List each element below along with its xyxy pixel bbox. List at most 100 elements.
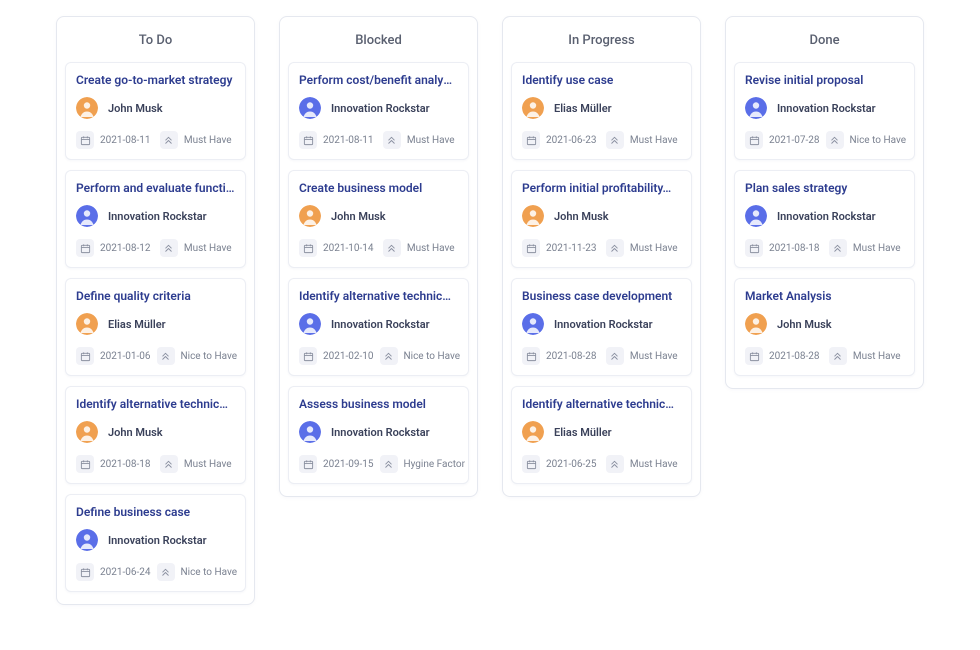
cards-container: Revise initial proposal Innovation Rocks… xyxy=(734,62,915,376)
assignee-name: Innovation Rockstar xyxy=(554,318,653,331)
kanban-card[interactable]: Market Analysis John Musk 2021-08-28 Mus… xyxy=(734,278,915,376)
kanban-card[interactable]: Business case development Innovation Roc… xyxy=(511,278,692,376)
avatar xyxy=(522,313,544,335)
assignee-name: John Musk xyxy=(108,426,163,439)
assignee-name: John Musk xyxy=(331,210,386,223)
card-priority: Must Have xyxy=(853,351,901,362)
kanban-card[interactable]: Identify alternative technic… John Musk … xyxy=(65,386,246,484)
assignee-row: John Musk xyxy=(76,421,235,443)
assignee-name: Innovation Rockstar xyxy=(108,210,207,223)
card-priority: Must Have xyxy=(853,243,901,254)
card-date: 2021-08-11 xyxy=(323,135,374,146)
assignee-row: Innovation Rockstar xyxy=(299,313,458,335)
avatar xyxy=(76,421,98,443)
avatar xyxy=(299,421,321,443)
kanban-card[interactable]: Plan sales strategy Innovation Rockstar … xyxy=(734,170,915,268)
calendar-icon xyxy=(522,455,540,473)
assignee-row: Elias Müller xyxy=(76,313,235,335)
cards-container: Create go-to-market strategy John Musk 2… xyxy=(65,62,246,592)
calendar-icon xyxy=(76,455,94,473)
assignee-name: Innovation Rockstar xyxy=(331,318,430,331)
calendar-icon xyxy=(76,347,94,365)
kanban-card[interactable]: Identify alternative technic… Elias Müll… xyxy=(511,386,692,484)
column-title: To Do xyxy=(65,27,246,62)
card-date: 2021-07-28 xyxy=(769,135,820,146)
priority-icon xyxy=(160,455,178,473)
assignee-name: Innovation Rockstar xyxy=(108,534,207,547)
card-title: Identify alternative technic… xyxy=(76,397,235,411)
card-date: 2021-01-06 xyxy=(100,351,151,362)
priority-icon xyxy=(383,131,401,149)
kanban-card[interactable]: Identify alternative technic… Innovation… xyxy=(288,278,469,376)
priority-icon xyxy=(383,239,401,257)
kanban-column: In ProgressIdentify use case Elias Mülle… xyxy=(502,16,701,497)
assignee-name: Innovation Rockstar xyxy=(777,102,876,115)
assignee-row: John Musk xyxy=(522,205,681,227)
card-priority: Must Have xyxy=(184,243,232,254)
avatar xyxy=(522,421,544,443)
assignee-row: Innovation Rockstar xyxy=(522,313,681,335)
kanban-card[interactable]: Assess business model Innovation Rocksta… xyxy=(288,386,469,484)
assignee-row: Innovation Rockstar xyxy=(76,529,235,551)
calendar-icon xyxy=(76,239,94,257)
assignee-name: Innovation Rockstar xyxy=(331,102,430,115)
cards-container: Perform cost/benefit analysis Innovation… xyxy=(288,62,469,484)
card-meta: 2021-02-10 Nice to Have xyxy=(299,347,458,365)
card-meta: 2021-06-24 Nice to Have xyxy=(76,563,235,581)
kanban-card[interactable]: Perform and evaluate functi… Innovation … xyxy=(65,170,246,268)
kanban-card[interactable]: Perform cost/benefit analysis Innovation… xyxy=(288,62,469,160)
card-priority: Nice to Have xyxy=(404,351,461,362)
card-title: Define business case xyxy=(76,505,235,519)
kanban-card[interactable]: Create business model John Musk 2021-10-… xyxy=(288,170,469,268)
calendar-icon xyxy=(299,455,317,473)
kanban-card[interactable]: Perform initial profitability… John Musk… xyxy=(511,170,692,268)
card-title: Identify use case xyxy=(522,73,681,87)
card-meta: 2021-08-18 Must Have xyxy=(76,455,235,473)
avatar xyxy=(299,313,321,335)
card-date: 2021-08-12 xyxy=(100,243,151,254)
calendar-icon xyxy=(299,131,317,149)
avatar xyxy=(299,97,321,119)
calendar-icon xyxy=(745,347,763,365)
kanban-card[interactable]: Create go-to-market strategy John Musk 2… xyxy=(65,62,246,160)
assignee-row: Innovation Rockstar xyxy=(76,205,235,227)
kanban-card[interactable]: Revise initial proposal Innovation Rocks… xyxy=(734,62,915,160)
card-priority: Nice to Have xyxy=(850,135,907,146)
avatar xyxy=(76,97,98,119)
avatar xyxy=(76,313,98,335)
assignee-row: Innovation Rockstar xyxy=(745,97,904,119)
card-date: 2021-08-28 xyxy=(769,351,820,362)
card-meta: 2021-08-12 Must Have xyxy=(76,239,235,257)
kanban-card[interactable]: Define business case Innovation Rockstar… xyxy=(65,494,246,592)
card-title: Identify alternative technic… xyxy=(522,397,681,411)
priority-icon xyxy=(829,239,847,257)
calendar-icon xyxy=(76,563,94,581)
assignee-row: Elias Müller xyxy=(522,421,681,443)
card-date: 2021-06-25 xyxy=(546,459,597,470)
avatar xyxy=(745,205,767,227)
kanban-column: DoneRevise initial proposal Innovation R… xyxy=(725,16,924,389)
kanban-card[interactable]: Define quality criteria Elias Müller 202… xyxy=(65,278,246,376)
assignee-row: John Musk xyxy=(299,205,458,227)
avatar xyxy=(76,529,98,551)
card-title: Perform and evaluate functi… xyxy=(76,181,235,195)
card-date: 2021-08-18 xyxy=(100,459,151,470)
card-title: Assess business model xyxy=(299,397,458,411)
card-date: 2021-08-11 xyxy=(100,135,151,146)
assignee-name: Innovation Rockstar xyxy=(331,426,430,439)
card-date: 2021-10-14 xyxy=(323,243,374,254)
card-date: 2021-09-15 xyxy=(323,459,374,470)
assignee-row: Innovation Rockstar xyxy=(299,421,458,443)
assignee-row: Elias Müller xyxy=(522,97,681,119)
card-date: 2021-06-23 xyxy=(546,135,597,146)
card-priority: Nice to Have xyxy=(181,567,238,578)
card-title: Revise initial proposal xyxy=(745,73,904,87)
card-meta: 2021-08-11 Must Have xyxy=(299,131,458,149)
calendar-icon xyxy=(522,131,540,149)
card-meta: 2021-11-23 Must Have xyxy=(522,239,681,257)
card-meta: 2021-06-25 Must Have xyxy=(522,455,681,473)
card-priority: Must Have xyxy=(184,135,232,146)
kanban-card[interactable]: Identify use case Elias Müller 2021-06-2… xyxy=(511,62,692,160)
priority-icon xyxy=(826,131,844,149)
assignee-name: John Musk xyxy=(554,210,609,223)
